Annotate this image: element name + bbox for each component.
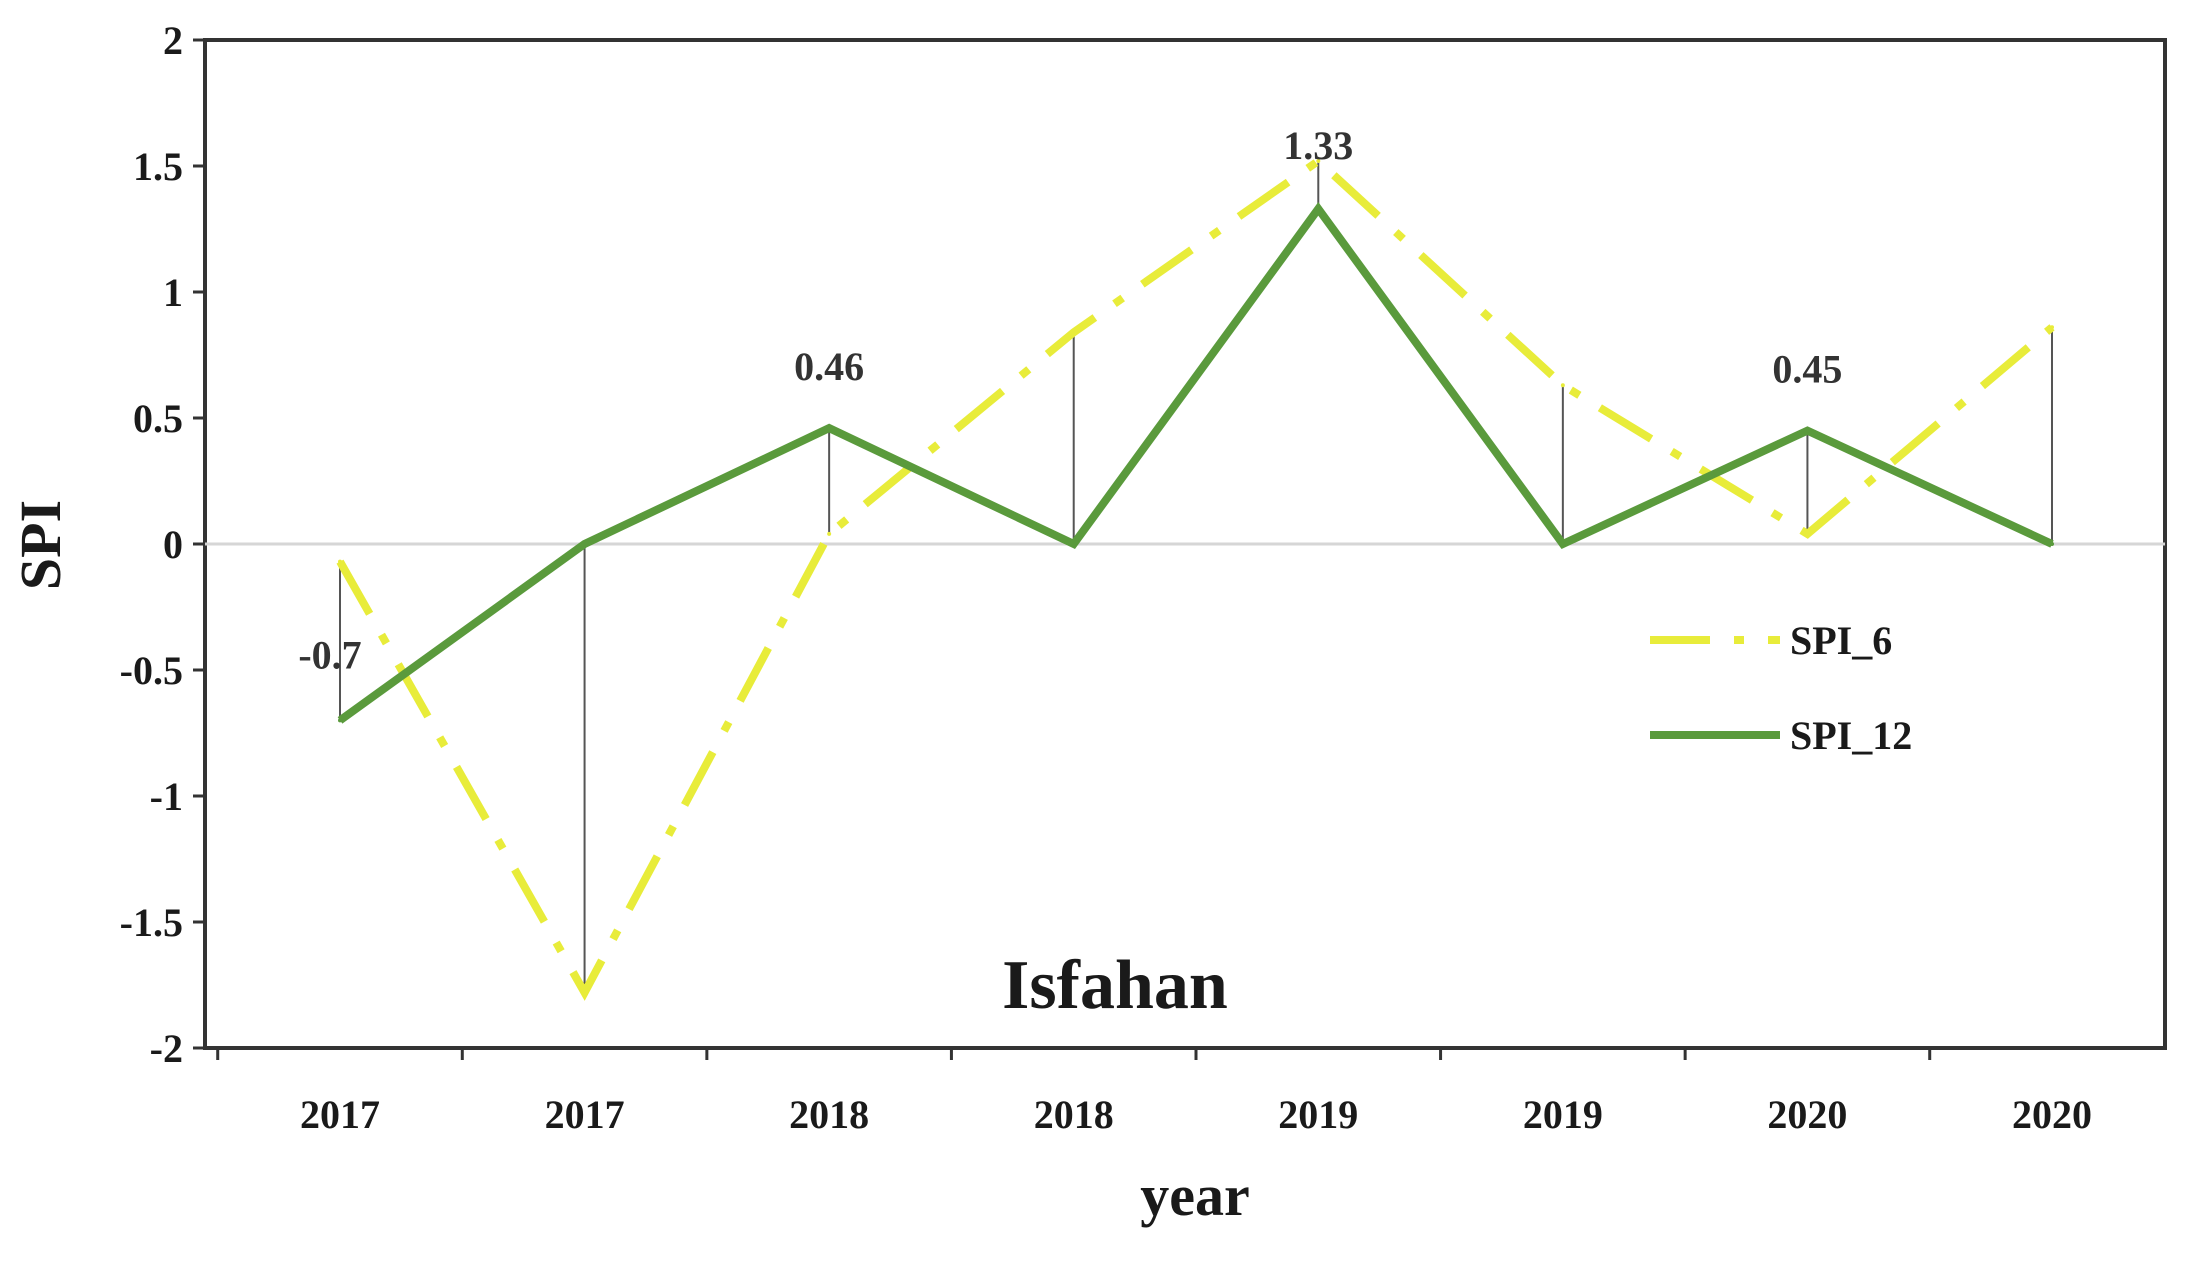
data-point-spi-12 <box>1071 542 1076 546</box>
data-point-spi-6 <box>582 990 587 995</box>
data-point-spi-12 <box>1316 206 1321 211</box>
data-point-spi-6 <box>1316 158 1321 163</box>
y-ticks-group: 2 1.5 1 0.5 0 -0.5 -1 -1.5 -2 <box>120 18 205 1071</box>
data-point-spi-12 <box>338 718 342 723</box>
data-labels-group: -0.7 0.46 1.33 0.45 <box>298 123 1842 678</box>
data-point-spi-12 <box>2050 542 2054 546</box>
y-tick-label: 2 <box>163 18 183 63</box>
legend-label: SPI_12 <box>1790 713 1912 758</box>
data-point-spi-6 <box>1805 531 1810 536</box>
chart-title: Isfahan <box>1002 947 1228 1024</box>
x-tick-label: 2017 <box>545 1092 625 1137</box>
y-tick-label: 1.5 <box>133 144 183 189</box>
drop-lines-group <box>339 160 2053 993</box>
y-tick-label: -1.5 <box>120 900 183 945</box>
x-tick-label: 2017 <box>300 1092 380 1137</box>
y-tick-label: 0.5 <box>133 396 183 441</box>
x-tick-label: 2019 <box>1278 1092 1358 1137</box>
data-point-spi-6 <box>827 531 832 536</box>
y-axis-title: SPI <box>8 500 73 590</box>
x-tick-label: 2019 <box>1523 1092 1603 1137</box>
data-point-spi-12 <box>827 426 832 431</box>
y-tick-label: -2 <box>150 1026 183 1071</box>
data-point-spi-6 <box>2050 325 2054 330</box>
data-label: 0.46 <box>794 344 864 389</box>
x-axis-title: year <box>1140 1163 1250 1228</box>
data-point-spi-6 <box>1071 330 1076 335</box>
data-label: 1.33 <box>1283 123 1353 168</box>
data-point-spi-6 <box>338 559 342 564</box>
series-group <box>336 155 2055 1001</box>
x-tick-label: 2020 <box>2012 1092 2092 1137</box>
data-point-spi-6 <box>1560 383 1565 388</box>
legend: SPI_6 SPI_12 <box>1650 618 1912 758</box>
data-point-spi-12 <box>582 542 587 546</box>
data-label: -0.7 <box>298 632 361 677</box>
data-label: 0.45 <box>1772 347 1842 392</box>
series-line-spi-12 <box>337 202 2054 724</box>
y-tick-label: -1 <box>150 774 183 819</box>
legend-label: SPI_6 <box>1790 618 1892 663</box>
data-point-spi-12 <box>1560 542 1565 546</box>
y-tick-label: 0 <box>163 522 183 567</box>
x-tick-label: 2018 <box>789 1092 869 1137</box>
x-tick-label: 2018 <box>1034 1092 1114 1137</box>
x-tick-label: 2020 <box>1767 1092 1847 1137</box>
x-ticks-group: 2017 2017 2018 2018 2019 2019 2020 2020 <box>216 1048 2092 1137</box>
y-tick-label: -0.5 <box>120 648 183 693</box>
data-point-spi-12 <box>1805 428 1810 433</box>
y-tick-label: 1 <box>163 270 183 315</box>
